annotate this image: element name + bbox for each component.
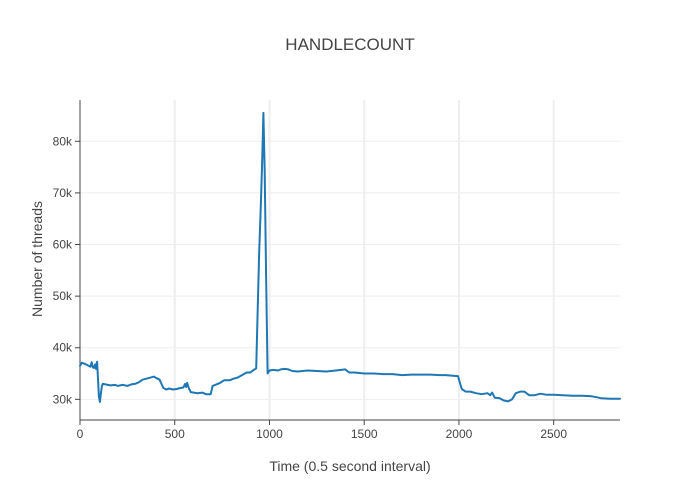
y-tick-label: 70k — [53, 186, 73, 200]
gridlines — [80, 100, 620, 420]
y-tick-label: 80k — [53, 134, 73, 148]
series-line — [79, 111, 621, 403]
x-tick-label: 1000 — [256, 427, 283, 441]
x-tick-label: 2000 — [446, 427, 473, 441]
y-tick-label: 30k — [53, 392, 73, 406]
x-tick-label: 500 — [165, 427, 185, 441]
y-tick-label: 50k — [53, 289, 73, 303]
axis-ticks: 30k 40k 50k 60k 70k 80k 0 500 1000 1500 2000 2500 — [53, 134, 568, 441]
x-tick-label: 1500 — [351, 427, 378, 441]
y-axis-title: Number of threads — [29, 201, 45, 317]
chart-title: HANDLECOUNT — [285, 35, 414, 54]
series-layer — [79, 111, 621, 403]
y-tick-label: 40k — [53, 341, 73, 355]
x-tick-label: 2500 — [540, 427, 567, 441]
y-tick-label: 60k — [53, 238, 73, 252]
x-axis-title: Time (0.5 second interval) — [269, 458, 430, 474]
x-tick-label: 0 — [77, 427, 84, 441]
